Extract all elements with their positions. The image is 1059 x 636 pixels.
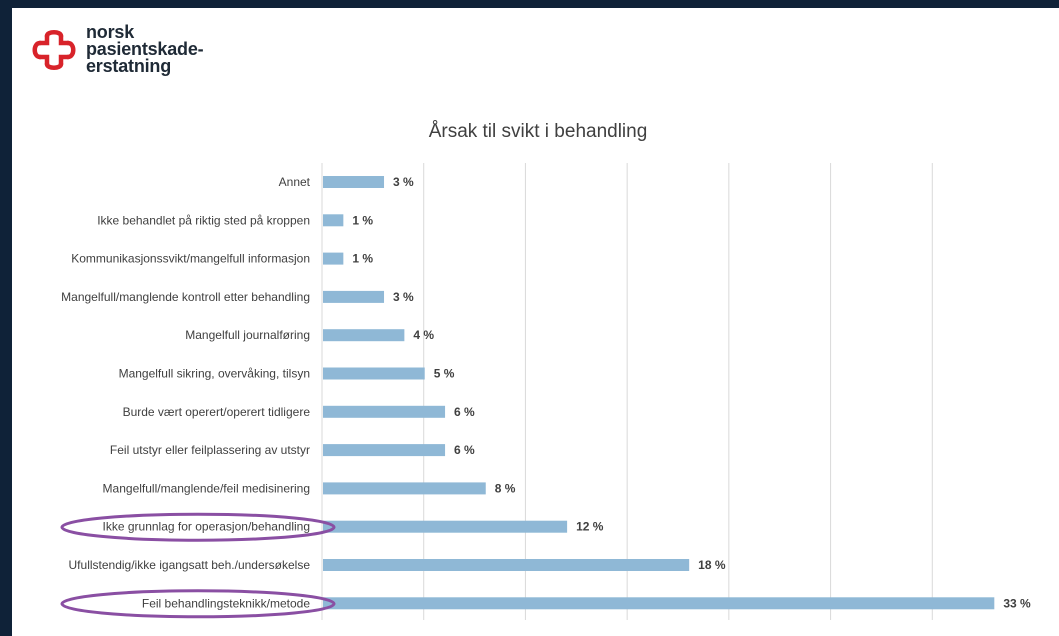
bar xyxy=(323,252,344,265)
category-label: Burde vært operert/operert tidligere xyxy=(123,405,311,419)
bar xyxy=(323,214,344,227)
value-label: 1 % xyxy=(352,213,373,227)
highlight-ellipse xyxy=(60,512,336,542)
slide: norsk pasientskade- erstatning Årsak til… xyxy=(12,8,1059,636)
value-labels: 3 % 1 % 1 % 3 % 4 % 5 % 6 % 6 % 8 % 12 % 18 % 33 % xyxy=(352,175,1031,610)
chart-title: Årsak til svikt i behandling xyxy=(429,121,648,142)
category-label: Mangelfull journalføring xyxy=(185,328,310,342)
logo-line-3: erstatning xyxy=(86,56,172,76)
bar-chart: Årsak til svikt i behandling Annet Ikke b… xyxy=(60,121,1031,620)
value-label: 5 % xyxy=(434,367,455,381)
bar xyxy=(323,482,486,495)
bar xyxy=(323,444,446,457)
logo-cross-icon xyxy=(32,30,76,70)
value-label: 33 % xyxy=(1003,596,1031,610)
category-labels: Annet Ikke behandlet på riktig sted på kr… xyxy=(61,175,311,610)
bar xyxy=(323,290,385,303)
logo-line-1: norsk xyxy=(86,22,135,42)
category-label: Kommunikasjonssvikt/mangelfull informasj… xyxy=(71,252,310,266)
gridlines xyxy=(321,163,933,620)
highlight-ellipses xyxy=(60,512,336,619)
value-label: 8 % xyxy=(495,481,516,495)
category-label: Mangelfull sikring, overvåking, tilsyn xyxy=(119,367,310,381)
bars xyxy=(323,176,995,610)
bar xyxy=(323,176,385,188)
bar xyxy=(323,367,425,380)
bar xyxy=(323,405,446,418)
bar xyxy=(323,329,405,342)
bar xyxy=(323,597,995,610)
highlight-ellipse xyxy=(60,589,336,619)
value-label: 4 % xyxy=(413,328,434,342)
value-label: 6 % xyxy=(454,405,475,419)
category-label: Mangelfull/manglende kontroll etter beha… xyxy=(61,290,310,304)
bar xyxy=(323,559,690,571)
category-label: Annet xyxy=(279,175,311,189)
value-label: 12 % xyxy=(576,520,604,534)
category-label: Feil utstyr eller feilplassering av utst… xyxy=(110,443,310,457)
category-label: Ikke behandlet på riktig sted på kroppen xyxy=(97,213,310,227)
value-label: 6 % xyxy=(454,443,475,457)
value-label: 3 % xyxy=(393,175,414,189)
value-label: 1 % xyxy=(352,252,373,266)
category-label: Mangelfull/manglende/feil medisinering xyxy=(103,481,310,495)
bar xyxy=(323,520,568,533)
category-label: Ufullstendig/ikke igangsatt beh./undersø… xyxy=(69,558,311,572)
value-label: 18 % xyxy=(698,558,726,572)
category-label: Feil behandlingsteknikk/metode xyxy=(142,596,310,610)
logo-line-2: pasientskade- xyxy=(86,39,204,59)
value-label: 3 % xyxy=(393,290,414,304)
logo-wordmark: norsk pasientskade- erstatning xyxy=(86,22,204,76)
category-label: Ikke grunnlag for operasjon/behandling xyxy=(103,520,310,534)
